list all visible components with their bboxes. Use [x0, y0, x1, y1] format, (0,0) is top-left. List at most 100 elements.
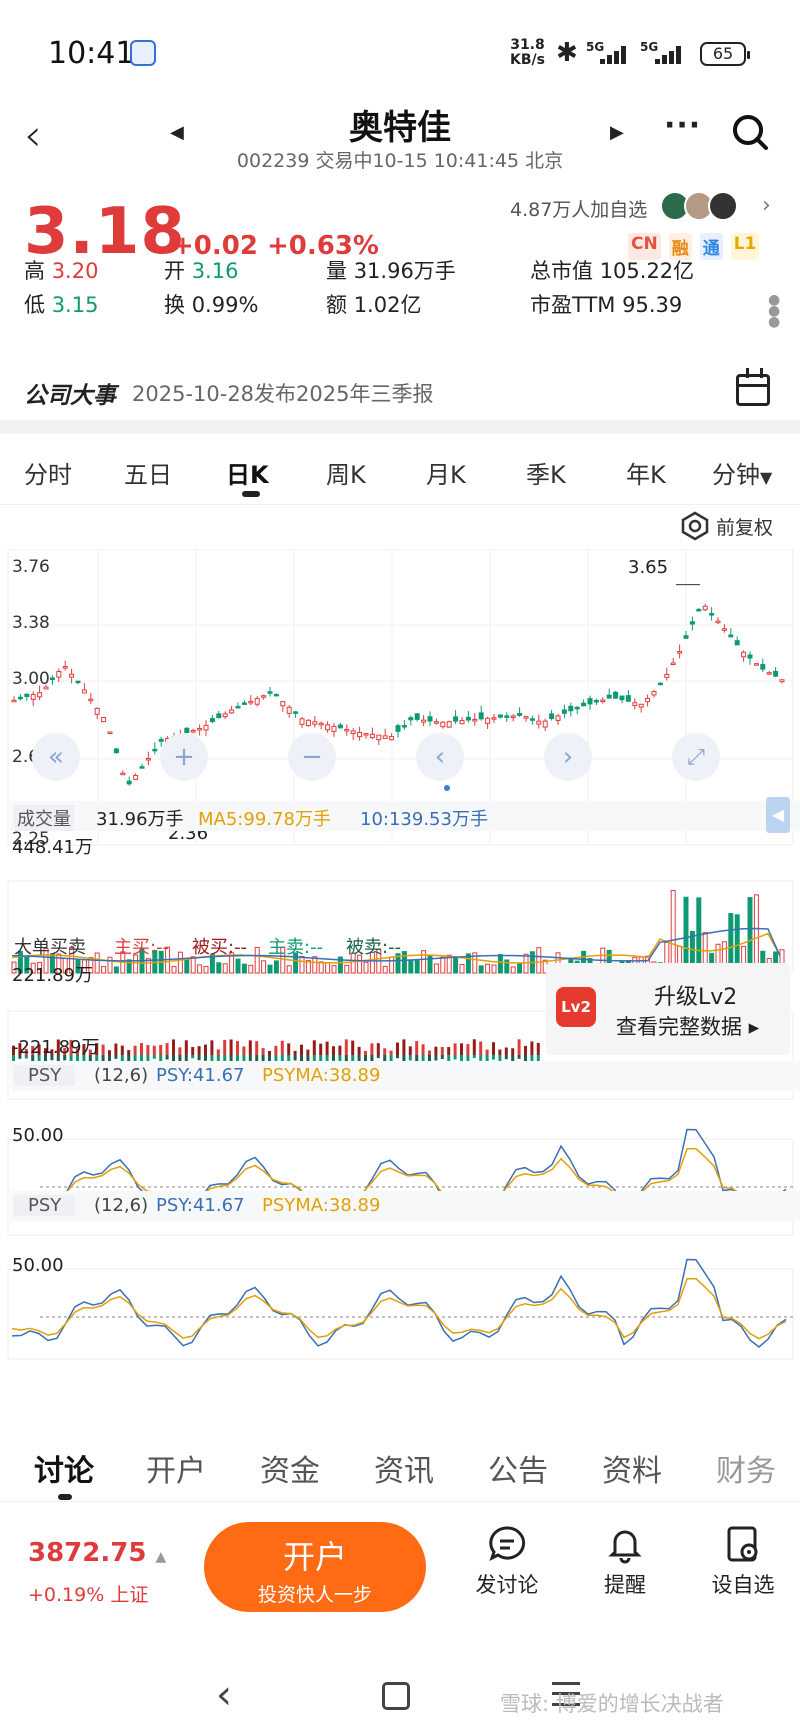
candle-body — [401, 725, 407, 728]
chevron-right-icon[interactable]: › — [762, 193, 771, 218]
volume-bar — [177, 951, 183, 974]
bigorder-bar — [306, 1055, 310, 1062]
bigorder-bar — [472, 1055, 476, 1059]
psy-title-2[interactable]: PSY — [14, 1195, 76, 1216]
tab-announcements[interactable]: 公告 — [488, 1454, 548, 1489]
bigorder-bar — [133, 1045, 137, 1055]
open-account-button[interactable]: 开户 投资快人一步 — [204, 1522, 426, 1612]
volume-bar — [344, 964, 350, 974]
bigorder-bar — [402, 1039, 406, 1055]
bigorder-bar — [114, 1055, 118, 1059]
followers-count[interactable]: 4.87万人加自选 — [510, 199, 648, 221]
bigorder-bar — [165, 1043, 169, 1055]
price-axis-label: 2.25 — [12, 829, 50, 849]
bigorder-bar — [216, 1049, 220, 1055]
volume-bar — [241, 963, 247, 974]
volume-bar — [203, 965, 209, 974]
volume-bar — [747, 897, 753, 974]
candle-body — [555, 715, 561, 721]
tab-quarterly-k[interactable]: 季K — [526, 461, 566, 489]
bigorder-bar — [389, 1055, 393, 1064]
tab-funds[interactable]: 资金 — [260, 1454, 320, 1489]
bigorder-bar — [517, 1055, 521, 1059]
nav-recents-icon[interactable] — [552, 1682, 580, 1706]
tab-news[interactable]: 资讯 — [374, 1454, 434, 1489]
scroll-left-fast-button[interactable]: « — [32, 733, 80, 781]
candle-body — [670, 662, 676, 665]
candle-body — [209, 718, 215, 723]
upgrade-lv2-card[interactable]: Lv2 升级Lv2 查看完整数据 ▸ — [546, 963, 790, 1055]
watchlist-settings-icon — [727, 1526, 758, 1562]
bigorder-bar — [344, 1039, 348, 1055]
price-axis-label: 3.00 — [12, 669, 50, 689]
bigorder-title[interactable]: 大单买卖 — [14, 937, 86, 958]
nav-back-icon[interactable]: ‹ — [216, 1672, 232, 1718]
bigorder-bar — [312, 1055, 316, 1065]
more-icon[interactable]: ··· — [664, 108, 702, 143]
system-navigation: ‹ 雪球: 博爱的增长决战者 — [0, 1650, 800, 1733]
candle-body — [113, 748, 119, 754]
remind-button[interactable]: 提醒 — [590, 1524, 660, 1599]
lv2-badge-icon: Lv2 — [556, 987, 596, 1027]
app-notification-icon — [130, 40, 156, 66]
tab-discussion[interactable]: 讨论 — [34, 1454, 94, 1489]
volume-bar — [312, 956, 318, 974]
scroll-left-button[interactable]: ‹ — [416, 733, 464, 781]
fullscreen-icon[interactable]: ⤢ — [672, 733, 720, 781]
volume-bar — [261, 960, 267, 974]
back-arrow-icon[interactable]: ‹ — [24, 110, 42, 161]
search-icon[interactable] — [730, 112, 770, 152]
bigorder-bar — [421, 1055, 425, 1061]
adjust-mode-label[interactable]: 前复权 — [716, 517, 774, 539]
candle-body — [517, 712, 523, 716]
volume-ma10-line — [11, 927, 781, 962]
nav-home-icon[interactable] — [382, 1682, 410, 1710]
tab-weekly-k[interactable]: 周K — [326, 461, 366, 489]
adjust-settings-icon[interactable] — [680, 511, 710, 541]
next-stock-icon[interactable]: ▶ — [610, 122, 624, 143]
prev-stock-icon[interactable]: ◀ — [170, 122, 184, 143]
zoom-in-button[interactable]: + — [160, 733, 208, 781]
kline-svg[interactable] — [0, 549, 800, 1389]
volume-bar — [510, 966, 516, 974]
tab-open-account[interactable]: 开户 — [146, 1454, 206, 1489]
bigorder-bar — [447, 1055, 451, 1064]
expand-dots-icon[interactable]: ● ● ● — [768, 292, 781, 330]
bigorder-bar — [319, 1043, 323, 1055]
kline-chart-area: 前复权 3.76 3.38 3.00 2.63 2.25 3.65 2.36 «… — [0, 505, 800, 1430]
tab-profile[interactable]: 资料 — [602, 1454, 662, 1489]
volume-bar — [209, 953, 215, 974]
tab-intraday[interactable]: 分时 — [24, 461, 72, 489]
candle-body — [235, 705, 241, 709]
company-event[interactable]: 公司大事 2025-10-28发布2025年三季报 — [0, 360, 800, 420]
volume-bar — [421, 950, 427, 974]
zoom-out-button[interactable]: − — [288, 733, 336, 781]
candle-body — [747, 654, 753, 659]
candle-body — [568, 705, 574, 712]
candle-body — [382, 735, 388, 739]
volume-bar — [56, 953, 62, 974]
calendar-icon[interactable] — [736, 368, 770, 406]
index-value[interactable]: 3872.75 ▲ — [28, 1538, 167, 1568]
bigorder-bar — [287, 1043, 291, 1055]
bigorder-bar — [133, 1055, 137, 1062]
follower-avatars[interactable] — [660, 191, 738, 221]
candle-body — [120, 772, 126, 776]
tab-daily-k[interactable]: 日K — [226, 461, 269, 489]
clock: 10:41 — [48, 36, 135, 71]
post-discussion-button[interactable]: 发讨论 — [472, 1524, 542, 1599]
volume-bar — [69, 947, 75, 974]
volume-value: 31.96万手 — [96, 809, 184, 830]
tab-minute[interactable]: 分钟▼ — [712, 461, 773, 489]
tab-monthly-k[interactable]: 月K — [426, 461, 466, 489]
volume-title[interactable]: 成交量 — [14, 805, 74, 831]
bigorder-bar — [498, 1049, 502, 1055]
tab-financials[interactable]: 财务 — [716, 1454, 776, 1489]
tab-five-day[interactable]: 五日 — [124, 461, 172, 489]
psy-title[interactable]: PSY — [14, 1065, 76, 1086]
scroll-right-button[interactable]: › — [544, 733, 592, 781]
collapse-panel-icon[interactable]: ◀ — [766, 797, 790, 833]
add-watchlist-button[interactable]: 设自选 — [706, 1524, 780, 1599]
tab-yearly-k[interactable]: 年K — [626, 461, 666, 489]
volume-bar — [216, 962, 222, 974]
